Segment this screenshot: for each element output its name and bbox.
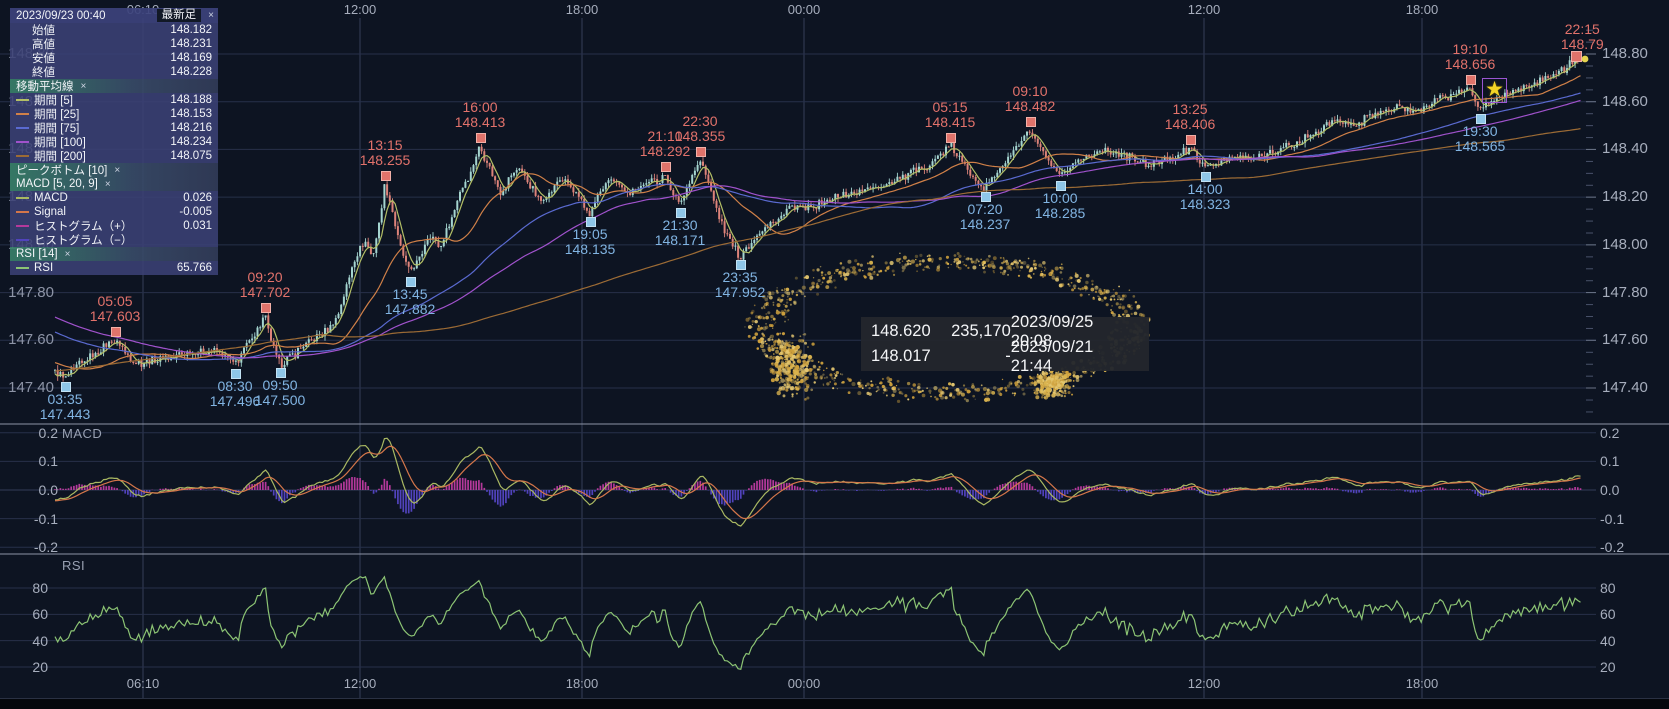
ma-row-75: 期間 [75] 148.216 — [10, 121, 218, 135]
close-icon[interactable]: × — [208, 10, 214, 21]
selected-bar-datetime: 2023/09/23 00:40 — [16, 9, 106, 22]
ma100-line-swatch — [16, 141, 29, 143]
ma-row-5: 期間 [5] 148.188 — [10, 93, 218, 107]
ma200-line-swatch — [16, 155, 29, 157]
signal-line-swatch — [16, 211, 29, 213]
hist-neg-swatch — [16, 239, 29, 241]
macd-row-signal: Signal -0.005 — [10, 205, 218, 219]
macd-row-hist-pos: ヒストグラム（+） 0.031 — [10, 219, 218, 233]
ma5-line-swatch — [16, 99, 29, 101]
ma-row-100: 期間 [100] 148.234 — [10, 135, 218, 149]
close-icon[interactable]: × — [104, 178, 111, 190]
macd-line-swatch — [16, 197, 29, 199]
latest-bar-badge[interactable]: 最新足 — [156, 9, 202, 22]
ma-section-header: 移動平均線 × — [10, 79, 218, 93]
ma75-line-swatch — [16, 127, 29, 129]
star-marker[interactable]: ★ — [1482, 78, 1507, 103]
ma-row-200: 期間 [200] 148.075 — [10, 149, 218, 163]
rsi-row: RSI 65.766 — [10, 261, 218, 275]
ma-row-25: 期間 [25] 148.153 — [10, 107, 218, 121]
peakbottom-section-header: ピークボトム [10] × — [10, 163, 218, 177]
indicator-panel: 2023/09/23 00:40 最新足 × 始値 148.182 高値 148.2… — [10, 8, 218, 275]
tooltip-row-low: 148.017 - 2023/09/21 21:44 — [871, 337, 1094, 375]
close-icon[interactable]: × — [80, 80, 87, 92]
macd-row-macd: MACD 0.026 — [10, 191, 218, 205]
close-icon[interactable]: × — [114, 164, 121, 176]
tooltip-row-high: 148.620 235,170 2023/09/25 20:08 — [871, 312, 1094, 350]
ohlc-row-open: 始値 148.182 — [10, 23, 218, 37]
rsi-section-header: RSI [14] × — [10, 247, 218, 261]
ohlc-row-close: 終値 148.228 — [10, 65, 218, 79]
ma25-line-swatch — [16, 113, 29, 115]
star-icon: ★ — [1485, 78, 1504, 101]
ohlc-row-high: 高値 148.231 — [10, 37, 218, 51]
close-icon[interactable]: × — [64, 248, 71, 260]
hist-pos-swatch — [16, 225, 29, 227]
rsi-line-swatch — [16, 267, 29, 269]
macd-row-hist-neg: ヒストグラム（−） — [10, 233, 218, 247]
panel-header: 2023/09/23 00:40 最新足 × — [10, 8, 218, 23]
ohlc-row-low: 安値 148.169 — [10, 51, 218, 65]
range-tooltip: 148.620 235,170 2023/09/25 20:08 148.017… — [861, 312, 1149, 375]
bottom-strip — [0, 698, 1669, 709]
macd-section-header: MACD [5, 20, 9] × — [10, 177, 218, 191]
